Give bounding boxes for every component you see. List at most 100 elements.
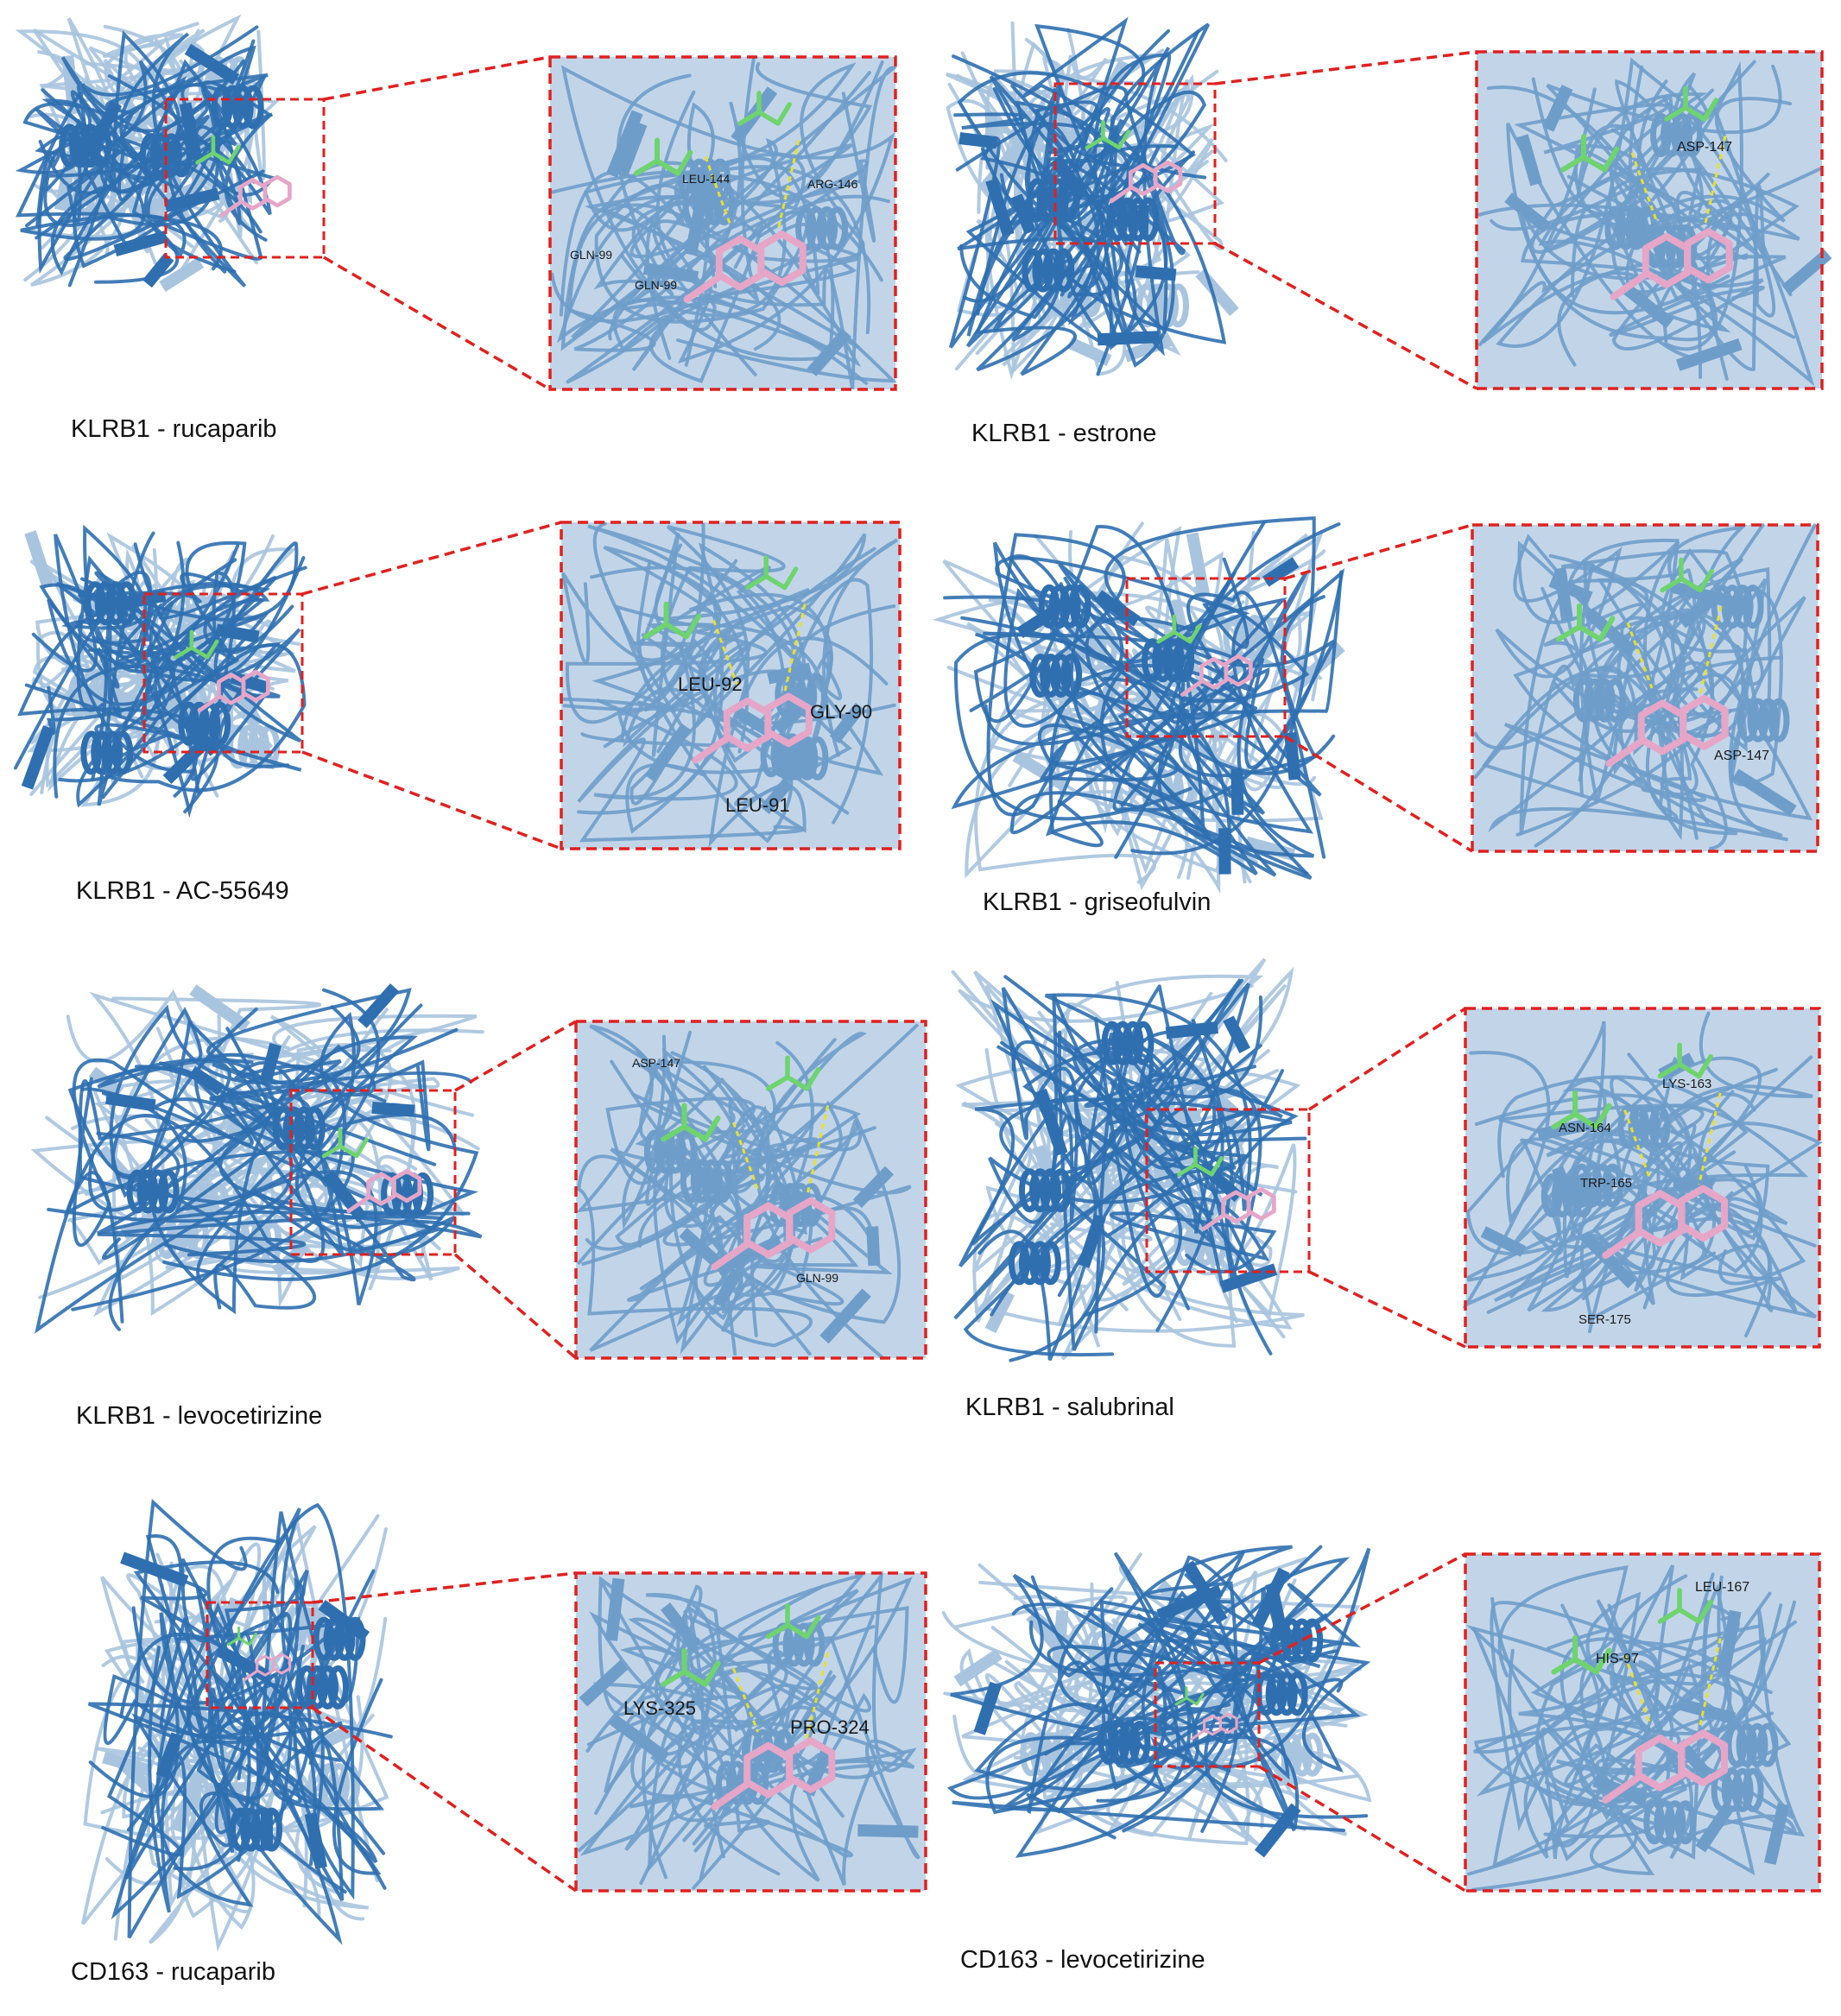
- residue-stick: [1156, 623, 1202, 644]
- ligand-ring: [1218, 1712, 1238, 1735]
- beta-strand: [179, 102, 203, 161]
- coil: [677, 1606, 909, 1876]
- beta-strand: [226, 1112, 282, 1138]
- helix-turn: [793, 1622, 815, 1667]
- zoom-view: [550, 56, 898, 389]
- zoom-view: [561, 521, 900, 849]
- beta-strand: [1223, 1015, 1250, 1053]
- coil: [1503, 553, 1714, 802]
- ligand-chain: [1610, 271, 1648, 300]
- helix-turn: [1108, 1721, 1130, 1766]
- helix-turn: [1039, 1168, 1061, 1213]
- ligand-chain: [346, 1195, 370, 1214]
- coil: [111, 1007, 317, 1310]
- helix-turn: [59, 123, 81, 168]
- hbond-line: [1623, 1109, 1651, 1179]
- helix-turn: [293, 1106, 315, 1151]
- residue-label: GLN-99: [796, 1271, 838, 1285]
- beta-strand: [1195, 269, 1239, 317]
- residue-stick: [1664, 98, 1718, 122]
- ligand-ring: [1153, 160, 1183, 193]
- zoom-box: [574, 1020, 927, 1360]
- ligand-ring: [263, 174, 292, 208]
- beta-strand: [1678, 595, 1716, 629]
- helix-turn: [1029, 653, 1052, 698]
- coil: [1579, 1011, 1813, 1322]
- helix-turn: [1617, 1104, 1640, 1149]
- helix-turn: [782, 1622, 805, 1667]
- coil: [87, 600, 271, 721]
- coil: [20, 88, 274, 274]
- ligand-chain: [711, 1241, 750, 1271]
- helix-turn: [170, 133, 193, 178]
- beta-strand: [605, 1577, 625, 1641]
- helix-turn: [282, 1106, 305, 1151]
- helix-turn: [807, 736, 829, 780]
- beta-strand: [159, 257, 205, 292]
- beta-strand: [115, 1756, 158, 1797]
- beta-strand: [715, 1235, 783, 1276]
- callout-line-bottom: [1284, 735, 1473, 853]
- ligand-ring: [241, 669, 270, 703]
- helix-turn: [104, 581, 127, 626]
- panel-3: LEU-92 GLY-90 LEU-91: [13, 521, 902, 850]
- helix-turn: [1069, 584, 1091, 629]
- residue-label: ASP-147: [1714, 749, 1769, 763]
- helix-turn: [1117, 197, 1139, 242]
- hbond-line: [1698, 1638, 1722, 1730]
- beta-strand: [1718, 1609, 1742, 1674]
- helix-turn: [1039, 1241, 1061, 1286]
- ligand-chain: [1190, 1728, 1205, 1741]
- helix-turn: [136, 1169, 159, 1214]
- hbond-line: [1703, 136, 1727, 228]
- helix-turn: [1742, 1767, 1764, 1812]
- helix-turn: [1604, 205, 1627, 250]
- ligand-ring: [1678, 1185, 1729, 1242]
- helix-turn: [1674, 1800, 1697, 1845]
- helix-turn: [1572, 678, 1595, 723]
- beta-strand: [857, 1823, 919, 1838]
- beta-strand: [272, 1240, 311, 1277]
- coil: [1488, 523, 1817, 842]
- coil: [592, 532, 722, 757]
- residue-stick: [661, 1115, 721, 1142]
- coil: [976, 84, 1118, 372]
- protein-structure: [932, 515, 1345, 894]
- helix-turn: [806, 673, 828, 717]
- ligand-chain: [683, 274, 722, 303]
- coil: [1471, 1601, 1773, 1892]
- helix-turn: [1593, 678, 1616, 723]
- helix-turn: [242, 85, 264, 130]
- coil: [1027, 1587, 1249, 1815]
- beta-strand: [371, 1101, 415, 1117]
- residue-stick: [1560, 146, 1620, 173]
- residue-label: LEU-144: [682, 172, 730, 186]
- coil: [1473, 559, 1768, 783]
- helix-turn: [796, 736, 819, 780]
- beta-strand: [163, 187, 220, 212]
- beta-strand: [984, 1290, 1015, 1334]
- ligand-chain: [711, 1781, 750, 1811]
- residue-stick: [661, 1660, 721, 1687]
- helix-turn: [690, 1159, 712, 1204]
- beta-strand: [1016, 606, 1058, 639]
- panel-caption: KLRB1 - rucaparib: [71, 415, 277, 443]
- coil: [948, 86, 1207, 349]
- callout-line-bottom: [1258, 1765, 1466, 1893]
- residue-label: LYS-325: [623, 1697, 696, 1719]
- beta-strand: [1095, 590, 1141, 627]
- helix-turn: [111, 730, 134, 775]
- panel-8: LEU-167 HIS-97: [941, 1545, 1821, 1893]
- helix-turn: [1638, 1104, 1661, 1149]
- helix-turn: [188, 701, 211, 746]
- callout-line-top: [1258, 1552, 1466, 1665]
- beta-strand: [1731, 768, 1797, 816]
- beta-strand: [357, 983, 400, 1028]
- helix-turn: [1018, 1168, 1041, 1213]
- helix-turn: [699, 158, 721, 203]
- beta-strand: [807, 328, 851, 376]
- callout-line-top: [312, 1571, 577, 1604]
- beta-strand: [113, 230, 168, 256]
- residue-label: SER-175: [1578, 1312, 1631, 1327]
- helix-turn: [307, 1665, 329, 1709]
